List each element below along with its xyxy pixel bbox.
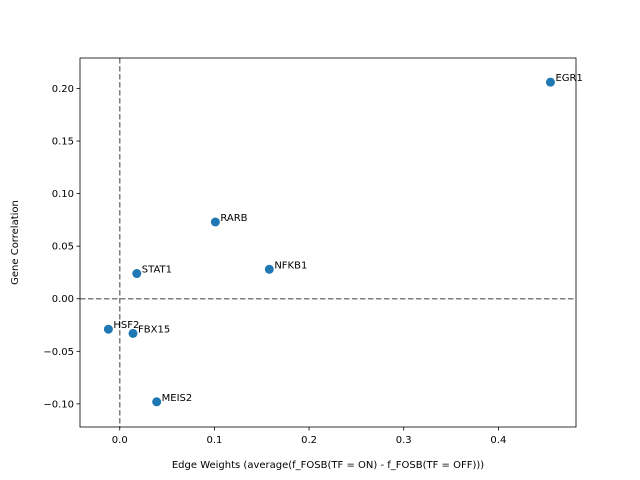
x-tick-label: 0.3 — [396, 435, 412, 446]
x-axis-label: Edge Weights (average(f_FOSB(TF = ON) - … — [172, 460, 484, 471]
data-point-stat1 — [132, 269, 142, 279]
point-label-egr1: EGR1 — [555, 73, 582, 84]
x-axis-ticks: 0.0 0.1 0.2 0.3 0.4 — [112, 427, 506, 446]
y-tick-label: 0.10 — [52, 189, 74, 200]
point-label-rarb: RARB — [220, 213, 247, 224]
y-tick-label: 0.05 — [52, 242, 74, 253]
data-point-egr1 — [545, 77, 555, 87]
y-tick-label: 0.15 — [52, 137, 74, 148]
point-label-hsf2: HSF2 — [113, 320, 139, 331]
x-tick-label: 0.1 — [206, 435, 222, 446]
x-tick-label: 0.2 — [301, 435, 317, 446]
plot-frame — [79, 57, 577, 428]
y-tick-label: −0.05 — [43, 347, 74, 358]
point-label-fbx15: FBX15 — [138, 324, 170, 335]
point-label-nfkb1: NFKB1 — [274, 260, 307, 271]
x-tick-label: 0.4 — [490, 435, 506, 446]
data-points — [103, 77, 555, 407]
data-point-hsf2 — [103, 324, 113, 334]
point-label-stat1: STAT1 — [142, 265, 172, 276]
data-point-meis2 — [152, 397, 162, 407]
y-axis-label: Gene Correlation — [10, 200, 21, 285]
data-point-nfkb1 — [264, 264, 274, 274]
data-point-fbx15 — [128, 328, 138, 338]
reference-lines — [80, 58, 576, 427]
y-tick-label: −0.10 — [43, 399, 74, 410]
y-tick-label: 0.00 — [52, 294, 74, 305]
x-tick-label: 0.0 — [112, 435, 128, 446]
point-label-meis2: MEIS2 — [162, 393, 193, 404]
y-axis-ticks: −0.10 −0.05 0.00 0.05 0.10 0.15 0.20 — [43, 84, 80, 410]
data-point-rarb — [210, 217, 220, 227]
y-tick-label: 0.20 — [52, 84, 74, 95]
